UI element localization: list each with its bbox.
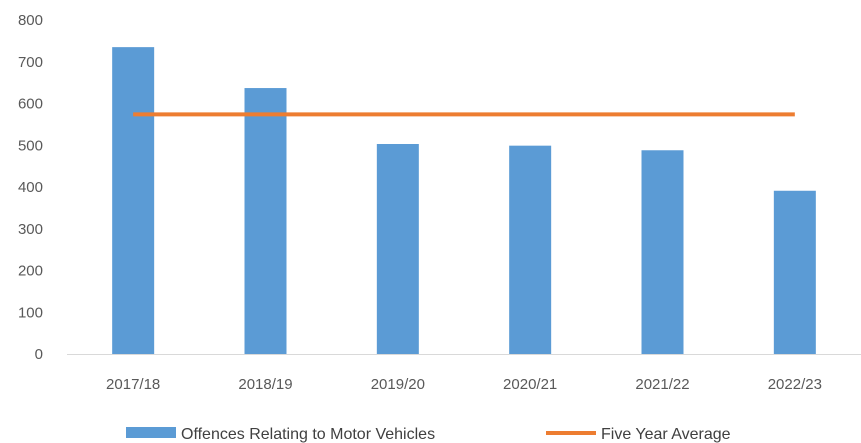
bar (244, 88, 287, 355)
legend-bar-label: Offences Relating to Motor Vehicles (181, 426, 435, 443)
legend-bar-swatch (126, 427, 176, 438)
x-tick-label: 2022/23 (768, 376, 822, 393)
y-tick-label: 500 (18, 137, 43, 154)
bar (773, 190, 816, 354)
bars (112, 47, 816, 355)
y-tick-label: 600 (18, 96, 43, 113)
x-tick-label: 2020/21 (503, 376, 557, 393)
y-tick-label: 0 (35, 346, 43, 363)
y-tick-label: 800 (18, 12, 43, 29)
y-tick-label: 400 (18, 179, 43, 196)
y-tick-label: 100 (18, 304, 43, 321)
legend-line-label: Five Year Average (601, 426, 731, 443)
bar (376, 143, 419, 354)
bar (641, 150, 684, 354)
x-tick-label: 2018/19 (238, 376, 292, 393)
x-tick-label: 2017/18 (106, 376, 160, 393)
x-tick-label: 2021/22 (635, 376, 689, 393)
legend: Offences Relating to Motor Vehicles Five… (126, 426, 731, 443)
y-axis-ticks: 0 100 200 300 400 500 600 700 800 (18, 12, 43, 363)
y-tick-label: 700 (18, 54, 43, 71)
y-tick-label: 300 (18, 221, 43, 238)
bar (112, 47, 155, 354)
bar (509, 145, 552, 354)
y-tick-label: 200 (18, 263, 43, 280)
x-axis-ticks: 2017/18 2018/19 2019/20 2020/21 2021/22 2022/… (106, 376, 822, 393)
x-tick-label: 2019/20 (371, 376, 425, 393)
